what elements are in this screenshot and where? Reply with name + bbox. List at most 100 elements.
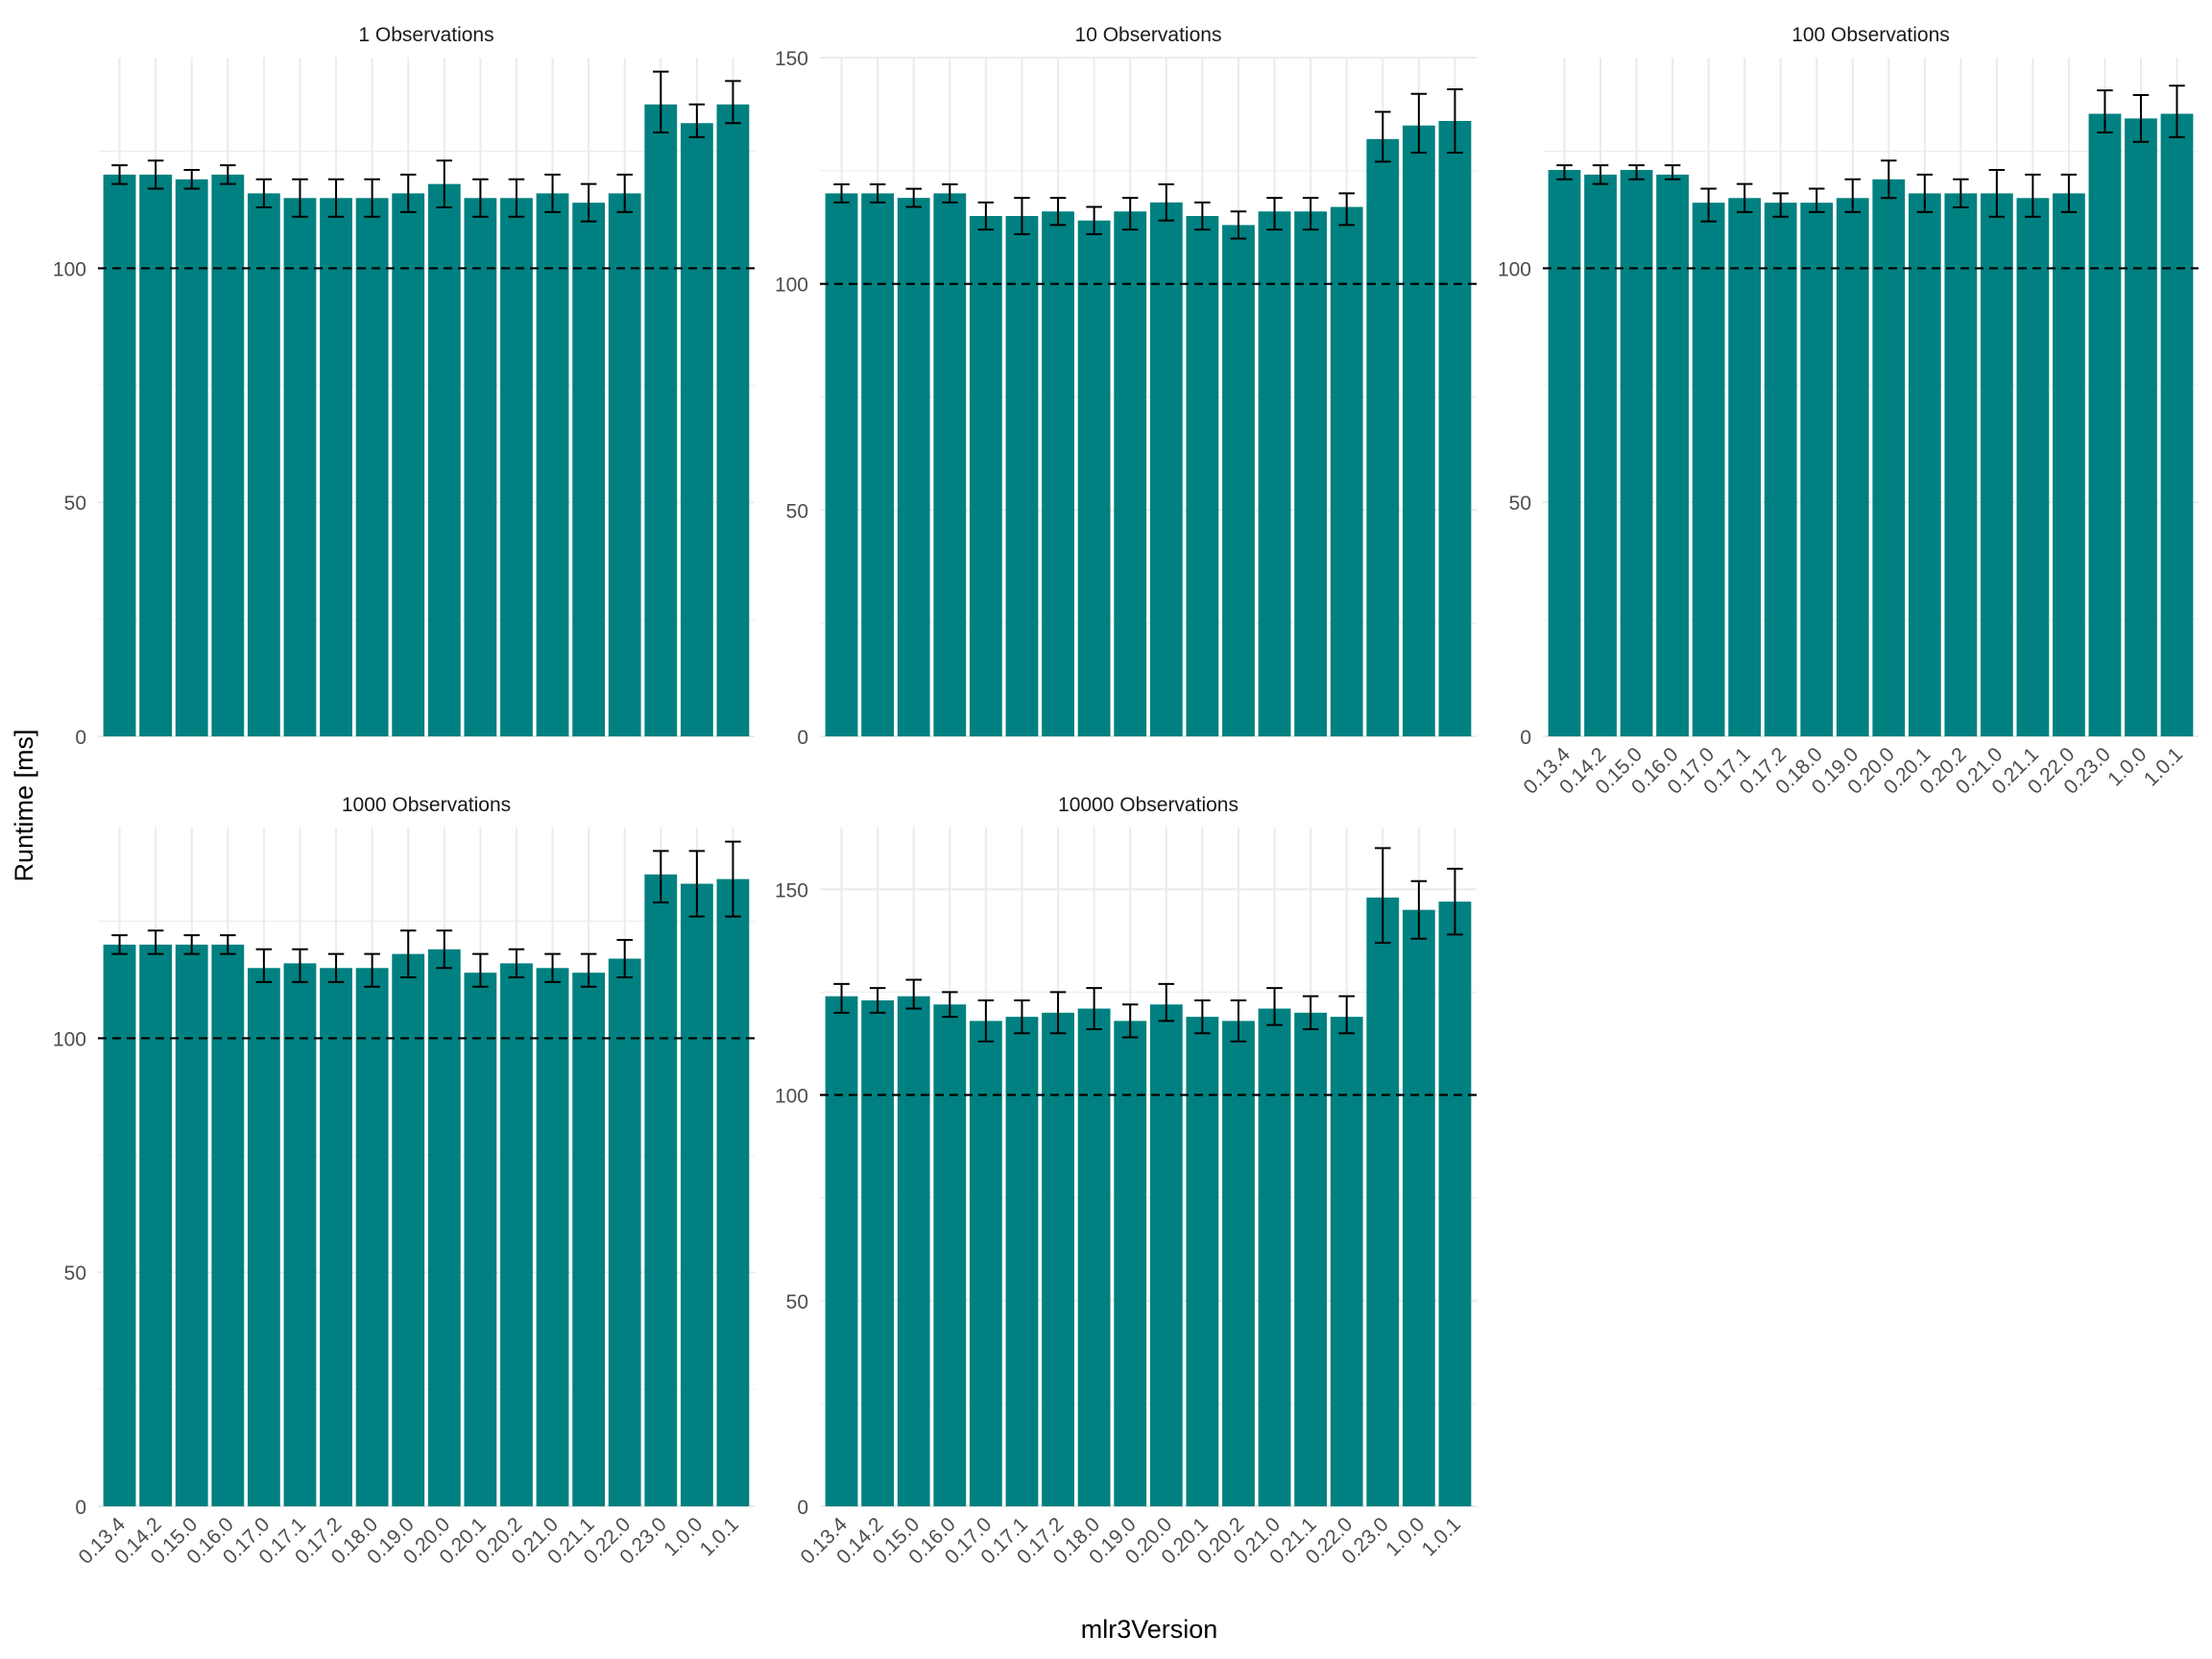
bar — [897, 996, 930, 1506]
bar — [716, 104, 750, 737]
y-tick-label: 0 — [797, 727, 808, 749]
error-bar — [1302, 995, 1319, 1030]
error-bar — [977, 201, 995, 231]
bar — [1656, 174, 1689, 736]
bar — [175, 944, 208, 1506]
bar — [247, 968, 280, 1506]
bar — [969, 1021, 1002, 1506]
bar — [1728, 198, 1762, 736]
error-bar — [220, 934, 236, 955]
error-bar — [183, 169, 200, 190]
error-bar — [1338, 192, 1355, 227]
y-tick-label: 100 — [53, 1028, 86, 1050]
bar — [861, 193, 895, 736]
bar — [933, 1004, 967, 1506]
x-axis-title: mlr3Version — [1081, 1615, 1218, 1644]
error-bar — [1049, 197, 1067, 227]
error-bar — [1230, 998, 1247, 1043]
bar — [1980, 193, 2013, 736]
bar — [320, 968, 352, 1506]
error-bar — [1266, 987, 1283, 1026]
error-bar — [942, 182, 958, 204]
bar — [861, 999, 895, 1506]
bar — [2016, 198, 2050, 736]
error-bar — [1988, 169, 2006, 218]
bar — [1620, 170, 1653, 736]
panel-title: 1000 Observations — [342, 794, 511, 816]
bar — [1692, 203, 1725, 736]
bar — [825, 193, 858, 736]
error-bar — [1447, 87, 1463, 154]
error-bar — [544, 952, 561, 983]
bar — [211, 174, 245, 736]
panel-title: 10 Observations — [1075, 24, 1222, 46]
error-bar — [1158, 182, 1175, 222]
error-bar — [255, 948, 273, 983]
error-bar — [1086, 205, 1102, 235]
y-tick-label: 100 — [775, 1086, 808, 1108]
bar — [139, 174, 173, 736]
error-bar — [616, 173, 633, 213]
error-bar — [580, 952, 597, 988]
bar — [500, 963, 533, 1506]
bar — [1005, 215, 1039, 736]
bar — [1402, 125, 1435, 736]
error-bar — [292, 948, 308, 983]
y-axis-title: Runtime [ms] — [10, 729, 38, 881]
bar — [1872, 179, 1906, 737]
bar — [1042, 211, 1074, 737]
bar — [1944, 193, 1978, 736]
bar — [103, 174, 136, 736]
error-bar — [616, 939, 633, 979]
error-bar — [2097, 89, 2113, 134]
error-bar — [544, 173, 561, 213]
y-tick-label: 100 — [775, 275, 808, 297]
error-bar — [688, 103, 706, 138]
bar — [1330, 1017, 1363, 1506]
bar — [464, 198, 497, 736]
error-bar — [1953, 178, 1969, 209]
error-bar — [111, 164, 128, 185]
y-tick-label: 50 — [786, 500, 808, 522]
facet-panels: 0 50 100 1 Observations 0 50 100 150 10 Observat… — [53, 24, 2199, 1569]
error-bar — [399, 173, 417, 213]
error-bar — [869, 182, 886, 204]
error-bar — [147, 929, 164, 955]
bar — [608, 193, 641, 736]
panel-title: 10000 Observations — [1058, 794, 1238, 816]
y-tick-label: 0 — [75, 727, 86, 749]
bar — [1800, 203, 1834, 736]
error-bar — [833, 182, 850, 204]
error-bar — [220, 164, 236, 185]
bar — [536, 968, 569, 1506]
bar — [2125, 118, 2157, 736]
y-tick-label: 0 — [797, 1497, 808, 1519]
bar — [1366, 138, 1400, 737]
error-bar — [1302, 197, 1319, 231]
y-tick-label: 50 — [1509, 493, 1531, 515]
error-bar — [364, 952, 380, 988]
error-bar — [1014, 998, 1030, 1035]
error-bar — [2060, 173, 2078, 213]
error-bar — [1375, 110, 1391, 163]
error-bar — [1158, 982, 1175, 1022]
bar — [1330, 206, 1363, 737]
error-bar — [327, 952, 345, 983]
y-tick-label: 100 — [53, 258, 86, 280]
error-bar — [399, 929, 417, 979]
bar — [1149, 1004, 1183, 1506]
error-bar — [327, 178, 345, 218]
bar — [464, 973, 497, 1506]
bar — [680, 883, 713, 1506]
bar — [283, 963, 317, 1506]
error-bar — [725, 80, 741, 125]
bar — [1186, 215, 1219, 736]
error-bar — [2025, 173, 2041, 218]
bar — [2053, 193, 2085, 736]
error-bar — [1266, 197, 1283, 231]
bar — [1438, 902, 1472, 1506]
bar — [392, 193, 425, 736]
error-bar — [1121, 1003, 1139, 1039]
y-tick-label: 150 — [775, 879, 808, 902]
